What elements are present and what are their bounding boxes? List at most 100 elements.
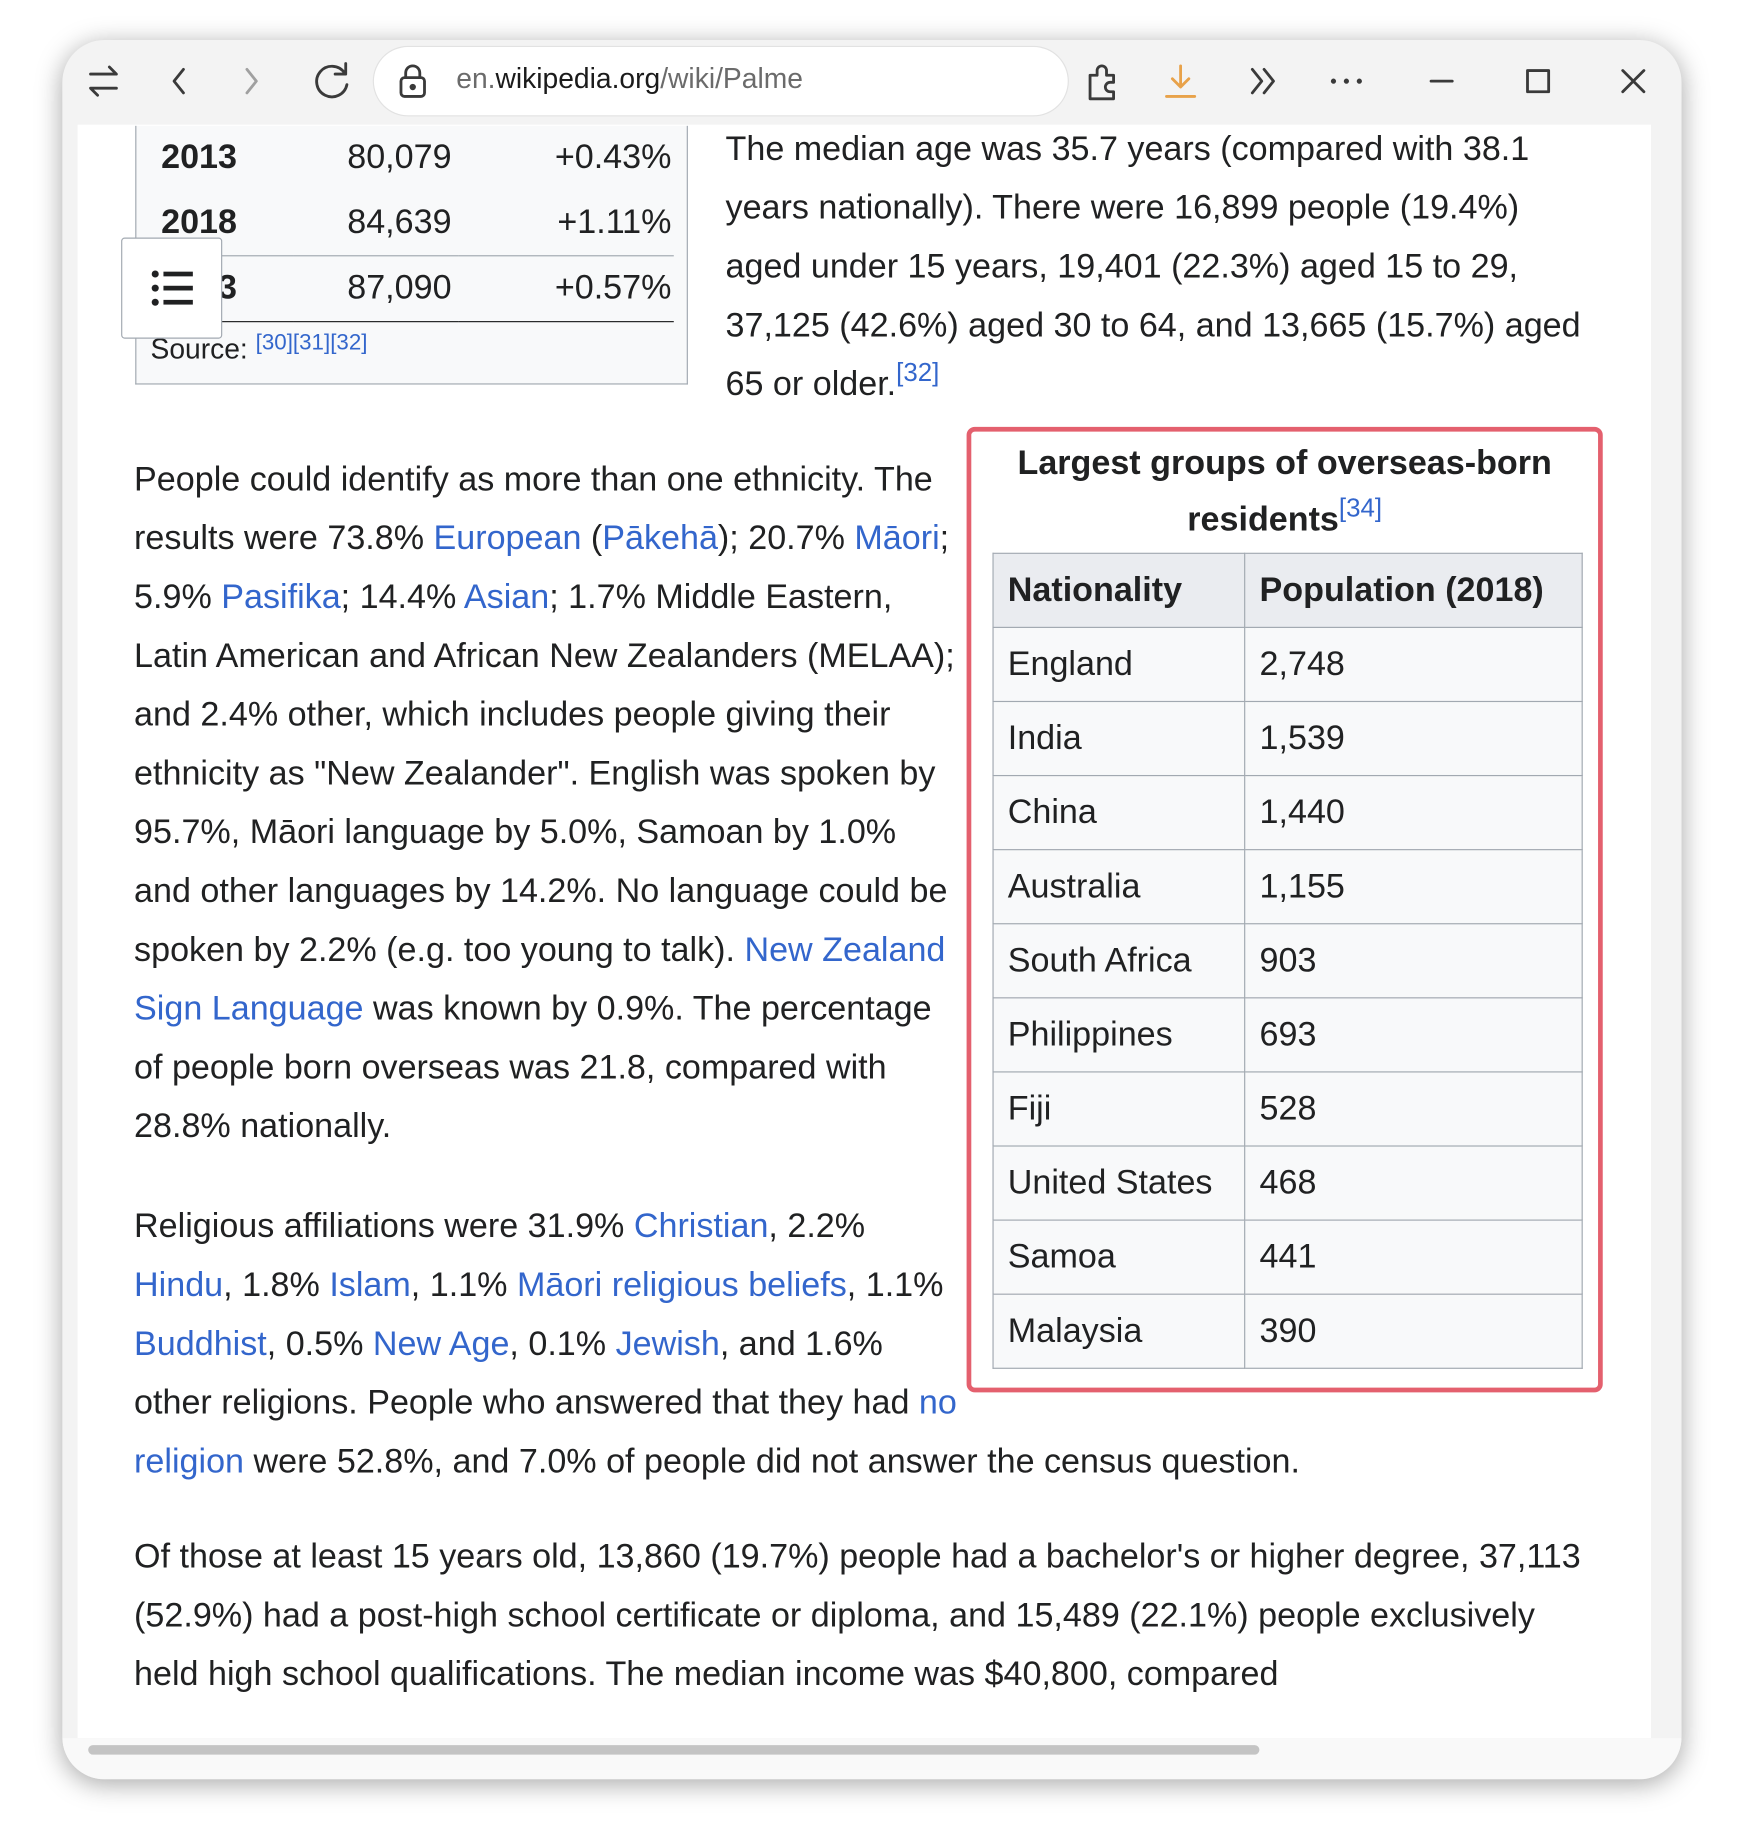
url-part: en. bbox=[456, 63, 496, 96]
url-part: wikipedia.org bbox=[495, 63, 661, 96]
more-tools-button[interactable] bbox=[1250, 67, 1275, 95]
link[interactable]: Buddhist bbox=[134, 1325, 267, 1363]
table-cell: 528 bbox=[1244, 1071, 1583, 1147]
source-label: Source: bbox=[150, 333, 248, 366]
text: ; 5.9% bbox=[134, 519, 950, 617]
table-cell: 2013 bbox=[161, 138, 237, 177]
toolbar: en.wikipedia.org/wiki/Palme bbox=[62, 40, 1681, 125]
link[interactable]: New Zealand Sign Language bbox=[134, 931, 946, 1028]
table-cell: Samoa bbox=[992, 1219, 1246, 1295]
table-cell: Malaysia bbox=[992, 1293, 1246, 1369]
text: ( bbox=[581, 519, 603, 558]
back-button[interactable] bbox=[172, 67, 185, 95]
close-button[interactable] bbox=[1621, 69, 1646, 94]
article-body: 2013 80,079 +0.43% 2018 84,639 +1.11% 202387,0… bbox=[134, 125, 1603, 1704]
paragraph: Of those at least 15 years old, 13,860 (… bbox=[134, 1528, 1603, 1704]
reload-button[interactable] bbox=[315, 62, 349, 99]
table-row: China 1,440 bbox=[992, 774, 1583, 851]
text: , 2.2% bbox=[768, 1207, 866, 1246]
header-cell: Population (2018) bbox=[1244, 552, 1583, 628]
population-table: 2013 80,079 +0.43% 2018 84,639 +1.11% 202387,0… bbox=[135, 125, 688, 385]
text: Of those at least 15 years old, 13,860 (… bbox=[134, 1538, 1581, 1694]
table-row: South Africa 903 bbox=[992, 923, 1583, 999]
table-cell: India bbox=[992, 700, 1246, 777]
link[interactable]: Māori religious beliefs bbox=[516, 1266, 847, 1305]
table-cell: United States bbox=[992, 1145, 1246, 1221]
downloads-button[interactable] bbox=[1165, 64, 1197, 98]
link[interactable]: Hindu bbox=[134, 1266, 224, 1305]
table-cell: Australia bbox=[992, 849, 1246, 925]
text: was known by 0.9%. The percentage of peo… bbox=[134, 990, 932, 1146]
header-row: Nationality Population (2018) bbox=[992, 552, 1583, 628]
text: , 1.8% bbox=[223, 1266, 330, 1305]
link[interactable]: Christian bbox=[633, 1207, 769, 1246]
table-cell: 1,155 bbox=[1244, 849, 1583, 925]
link[interactable]: Islam bbox=[329, 1266, 411, 1305]
table-row: England 2,748 bbox=[992, 626, 1583, 703]
table-row: 202387,090+0.57% bbox=[148, 255, 674, 323]
browser-window: en.wikipedia.org/wiki/Palme 2013 80,079 +0… bbox=[62, 39, 1682, 1780]
link[interactable]: European bbox=[433, 519, 582, 558]
table-cell: +0.57% bbox=[458, 255, 674, 323]
table-cell: England bbox=[992, 626, 1246, 703]
toc-icon bbox=[151, 270, 193, 306]
infobox-table: Nationality Population (2018) England 2,748… bbox=[992, 552, 1583, 1369]
text: , 0.5% bbox=[266, 1325, 373, 1363]
text: were 52.8%, and 7.0% of people did not a… bbox=[243, 1442, 1300, 1481]
table-cell: 80,079 bbox=[347, 138, 452, 177]
table-of-contents-button[interactable] bbox=[121, 237, 223, 339]
table-cell: 468 bbox=[1244, 1145, 1583, 1221]
link[interactable]: Pasifika bbox=[221, 578, 341, 617]
table-row: 2018 84,639 +1.11% bbox=[148, 191, 674, 256]
text: ; 14.4% bbox=[340, 578, 464, 617]
url-text: en.wikipedia.org/wiki/Palme bbox=[456, 64, 803, 97]
table-cell: 2,748 bbox=[1244, 626, 1583, 703]
table-row: Fiji 528 bbox=[992, 1071, 1583, 1147]
table-row: Philippines 693 bbox=[992, 997, 1583, 1073]
infobox: Largest groups of overseas-born resident… bbox=[966, 426, 1603, 1393]
text: ); 20.7% bbox=[717, 519, 855, 558]
table-cell: +0.43% bbox=[554, 138, 672, 177]
link[interactable]: Jewish bbox=[615, 1325, 720, 1363]
link[interactable]: Māori bbox=[854, 519, 940, 558]
section: Of those at least 15 years old, 13,860 (… bbox=[134, 1491, 1603, 1704]
horizontal-scrollbar[interactable] bbox=[88, 1745, 1260, 1755]
forward-button[interactable] bbox=[245, 67, 258, 95]
address-bar[interactable]: en.wikipedia.org/wiki/Palme bbox=[373, 47, 1068, 116]
table-row: Australia 1,155 bbox=[992, 849, 1583, 925]
paragraph: People could identify as more than one e… bbox=[134, 450, 1603, 1156]
text: People could identify as more than one e… bbox=[134, 460, 933, 558]
table-cell: 693 bbox=[1244, 997, 1583, 1073]
table-row: United States 468 bbox=[992, 1145, 1583, 1221]
menu-button[interactable] bbox=[1330, 78, 1362, 84]
link[interactable]: New Age bbox=[372, 1325, 510, 1363]
lock-icon[interactable] bbox=[389, 58, 436, 105]
reference[interactable]: [34] bbox=[1338, 492, 1383, 523]
reference[interactable]: [30] bbox=[255, 330, 293, 356]
maximize-button[interactable] bbox=[1526, 69, 1551, 94]
tab-switch-button[interactable] bbox=[89, 65, 118, 97]
source: Source: [30][31][32] bbox=[136, 322, 686, 371]
text: Religious affiliations were 31.9% bbox=[134, 1207, 634, 1246]
text: , 1.1% bbox=[410, 1266, 517, 1305]
reference[interactable]: [32] bbox=[896, 357, 940, 387]
link[interactable]: Pākehā bbox=[602, 519, 718, 558]
table-cell: +1.11% bbox=[557, 203, 672, 242]
text: , and 1.6% other religions. People who a… bbox=[134, 1325, 919, 1422]
reference[interactable]: [31] bbox=[292, 330, 331, 356]
table-cell: South Africa bbox=[992, 923, 1246, 999]
table-row: Samoa 441 bbox=[992, 1219, 1583, 1295]
text: , 0.1% bbox=[509, 1325, 616, 1363]
reference[interactable]: [32] bbox=[330, 330, 368, 356]
link[interactable]: Asian bbox=[463, 578, 550, 617]
table-cell: 903 bbox=[1244, 923, 1583, 999]
text: The median age was 35.7 years (compared … bbox=[725, 130, 1581, 404]
table-cell: Philippines bbox=[992, 997, 1246, 1073]
table-row: Malaysia 390 bbox=[992, 1293, 1583, 1369]
table-cell: 1,539 bbox=[1244, 700, 1583, 777]
table-row: India 1,539 bbox=[992, 700, 1583, 777]
page-content: 2013 80,079 +0.43% 2018 84,639 +1.11% 202387,0… bbox=[77, 124, 1651, 1739]
extensions-button[interactable] bbox=[1088, 64, 1115, 101]
link[interactable]: no religion bbox=[134, 1384, 957, 1481]
